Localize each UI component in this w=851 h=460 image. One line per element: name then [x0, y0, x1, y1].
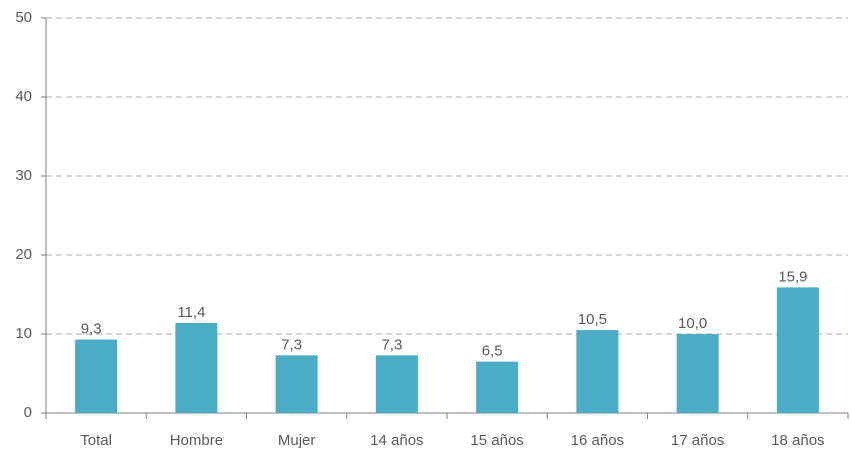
bar: [476, 361, 519, 413]
bar: [676, 334, 719, 413]
y-tick-label: 40: [15, 88, 32, 105]
y-tick-label: 50: [15, 9, 32, 26]
bar: [375, 355, 418, 413]
value-label: 11,4: [177, 304, 205, 321]
x-tick-label: 16 años: [571, 432, 624, 449]
x-tick-label: 18 años: [771, 432, 824, 449]
x-tick-label: Hombre: [170, 432, 223, 449]
y-tick-label: 10: [15, 325, 32, 342]
x-tick-label: 15 años: [470, 432, 523, 449]
y-tick-label: 20: [15, 246, 32, 263]
x-tick-label: 17 años: [671, 432, 724, 449]
y-tick-label: 30: [15, 167, 32, 184]
value-label: 7,3: [281, 336, 302, 353]
bar: [275, 355, 318, 413]
value-label: 10,5: [578, 311, 607, 328]
bar: [175, 322, 218, 413]
y-tick-label: 0: [24, 404, 32, 421]
value-label: 6,5: [482, 343, 503, 360]
bar: [776, 287, 819, 413]
x-tick-label: Total: [80, 432, 112, 449]
bar: [576, 330, 619, 413]
bar: [75, 339, 118, 413]
x-tick-label: 14 años: [370, 432, 423, 449]
value-label: 7,3: [381, 336, 402, 353]
x-tick-label: Mujer: [278, 432, 316, 449]
value-label: 10,0: [678, 315, 707, 332]
value-label: 9,3: [81, 320, 102, 337]
value-label: 15,9: [778, 268, 807, 285]
